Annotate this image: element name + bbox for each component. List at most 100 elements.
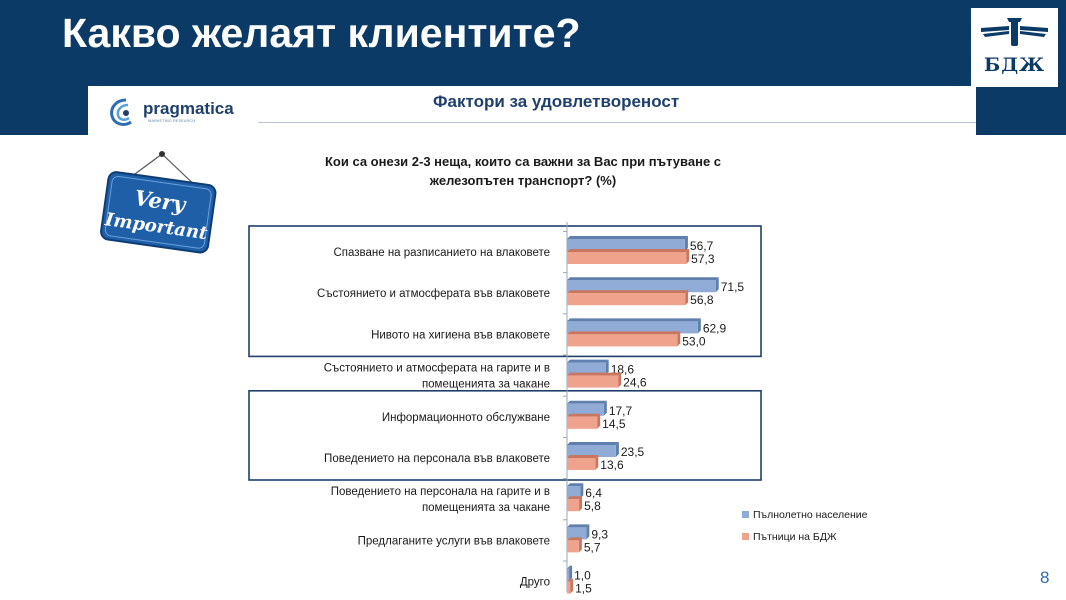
bar-bdz xyxy=(567,416,598,429)
bar-side-face xyxy=(686,249,690,264)
page-number: 8 xyxy=(1040,568,1050,587)
bar-top-face xyxy=(567,277,719,281)
data-label: 56,8 xyxy=(690,293,714,307)
bar-adult xyxy=(567,239,685,251)
category-label: Нивото на хигиена във влаковете xyxy=(371,329,550,341)
bar-adult xyxy=(567,280,716,293)
bdz-logo: БДЖ xyxy=(971,8,1058,87)
data-label: 6,4 xyxy=(585,486,602,500)
bar-side-face xyxy=(677,331,681,347)
data-label: 5,7 xyxy=(584,540,601,554)
bdz-logo-text: БДЖ xyxy=(983,54,1046,76)
bar-top-face xyxy=(567,442,619,445)
data-label: 56,7 xyxy=(690,239,714,253)
data-label: 13,6 xyxy=(600,458,624,472)
category-label: Спазване на разписанието на влаковете xyxy=(333,247,550,259)
data-label: 53,0 xyxy=(682,334,706,348)
bar-top-face xyxy=(567,236,688,239)
bar-top-face xyxy=(567,413,601,417)
data-label: 9,3 xyxy=(591,527,608,541)
bar-bdz xyxy=(567,499,580,512)
bar-adult xyxy=(567,568,570,581)
pragmatica-logo xyxy=(106,98,236,128)
bar-top-face xyxy=(567,537,582,541)
bdz-emblem-icon xyxy=(981,18,1048,46)
bar-bdz xyxy=(567,458,596,470)
category-label: Поведението на персонала на гарите и в по… xyxy=(331,486,550,514)
very-important-sign: Very Important xyxy=(100,151,217,254)
bar-adult xyxy=(567,321,698,334)
bar-top-face xyxy=(567,455,599,458)
bar-top-face xyxy=(567,483,584,487)
category-label: Предлаганите услуги във влаковете xyxy=(358,535,550,547)
bar-top-face xyxy=(567,565,573,569)
pragmatica-tagline: MARKETING RESEARCH xyxy=(148,118,196,123)
pragmatica-swirl-icon xyxy=(110,98,132,126)
bar-top-face xyxy=(567,290,689,294)
highlight-frame xyxy=(248,225,762,358)
bar-bdz xyxy=(567,252,687,264)
highlight-frame xyxy=(248,389,762,481)
bar-top-face xyxy=(567,318,701,322)
bar-side-face xyxy=(569,565,573,581)
bar-side-face xyxy=(605,359,609,375)
data-label: 57,3 xyxy=(691,252,715,266)
data-label: 1,5 xyxy=(575,582,592,596)
bar-top-face xyxy=(567,249,690,252)
bar-top-face xyxy=(567,359,609,363)
bar-adult xyxy=(567,445,616,457)
legend-label: Пътници на БДЖ xyxy=(753,531,837,543)
bar-adult xyxy=(567,362,606,375)
data-label: 24,6 xyxy=(623,376,647,390)
bar-side-face xyxy=(615,442,619,457)
data-label: 14,5 xyxy=(602,417,626,431)
pragmatica-brand: pragmatica xyxy=(143,99,234,118)
bar-side-face xyxy=(684,236,688,251)
bar-side-face xyxy=(595,455,599,470)
bar-top-face xyxy=(567,331,681,335)
legend-swatch xyxy=(742,511,749,518)
slide-title: Какво желаят клиентите? xyxy=(62,10,581,56)
bar-side-face xyxy=(597,413,601,429)
bar-bdz xyxy=(567,375,619,388)
bar-top-face xyxy=(567,578,574,582)
bar-top-face xyxy=(567,496,583,500)
bar-side-face xyxy=(685,290,689,306)
legend-label: Пълнолетно население xyxy=(753,509,868,521)
data-label: 71,5 xyxy=(721,280,745,294)
bar-side-face xyxy=(603,400,607,416)
data-label: 23,5 xyxy=(621,445,645,459)
bar-top-face xyxy=(567,524,590,528)
chart-title: Кои са онези 2-3 неща, които са важни за… xyxy=(324,154,722,188)
bar-adult xyxy=(567,486,581,499)
bar-adult xyxy=(567,527,587,540)
data-label: 17,7 xyxy=(609,404,633,418)
bar-bdz xyxy=(567,581,571,594)
legend-swatch xyxy=(742,533,749,540)
bar-side-face xyxy=(586,524,590,540)
bar-side-face xyxy=(580,483,584,499)
bar-top-face xyxy=(567,400,607,404)
bar-adult xyxy=(567,403,604,416)
inner-slide: pragmatica MARKETING RESEARCH Фактори за… xyxy=(88,86,976,600)
bar-side-face xyxy=(579,496,583,512)
bar-bdz xyxy=(567,293,686,306)
bar-side-face xyxy=(715,277,719,293)
data-label: 62,9 xyxy=(703,321,727,335)
category-label: Информационното обслужване xyxy=(382,412,550,424)
bar-side-face xyxy=(578,537,582,553)
bar-bdz xyxy=(567,334,678,347)
data-label: 5,8 xyxy=(584,499,601,513)
inner-title: Фактори за удовлетвореност xyxy=(433,92,680,111)
bar-bdz xyxy=(567,540,579,553)
category-label: Друго xyxy=(520,577,550,589)
data-label: 1,0 xyxy=(574,569,591,583)
bar-side-face xyxy=(618,372,622,388)
category-label: Поведението на персонала във влаковете xyxy=(324,453,550,465)
bar-top-face xyxy=(567,372,622,376)
category-label: Състоянието и атмосферата във влаковете xyxy=(317,288,550,300)
title-divider xyxy=(258,122,976,123)
bar-side-face xyxy=(570,578,574,594)
